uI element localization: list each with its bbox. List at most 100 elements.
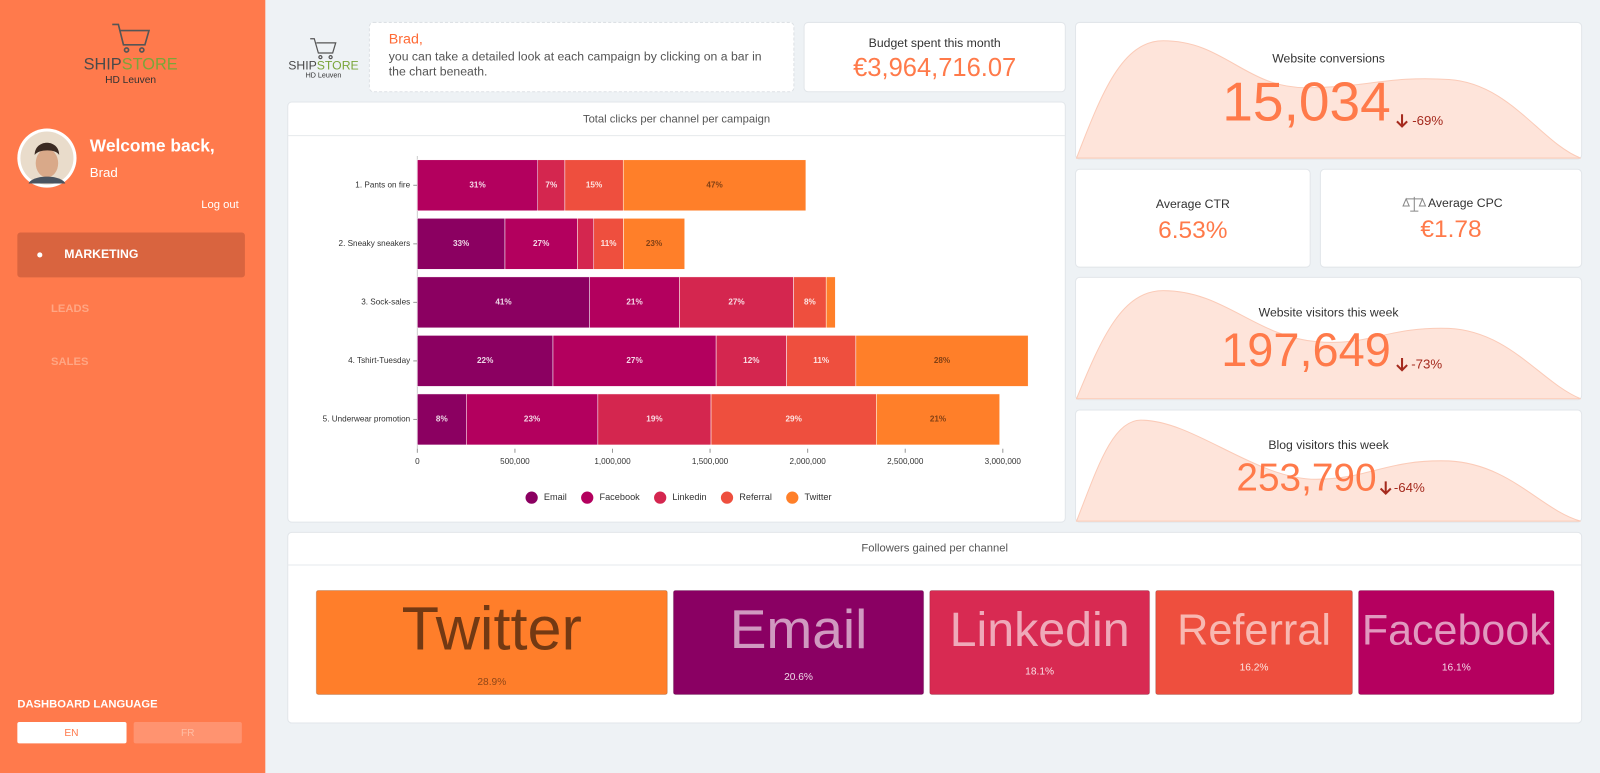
logo-part: STORE <box>317 59 359 73</box>
bar-segment <box>597 393 712 446</box>
treemap-name: Twitter <box>402 594 582 662</box>
chart-title: Total clicks per channel per campaign <box>583 113 770 125</box>
bar-segment <box>593 218 624 270</box>
kpi-delta: -73% <box>1411 357 1442 372</box>
kpi-value: 197,649 <box>1221 324 1391 376</box>
legend-label: Facebook <box>599 492 640 502</box>
chart-title: Followers gained per channel <box>861 543 1008 555</box>
legend-label: Referral <box>739 492 772 502</box>
language-button[interactable] <box>17 722 127 744</box>
treemap-value: 16.2% <box>1240 663 1269 674</box>
treemap-value: 28.9% <box>477 677 506 688</box>
x-tick-label: 2,500,000 <box>887 457 924 466</box>
treemap-name: Linkedin <box>950 603 1130 657</box>
x-tick-label: 500,000 <box>500 457 530 466</box>
sparkline-area <box>1075 419 1581 522</box>
logo-location: HD Leuven <box>105 75 156 86</box>
menu-item[interactable]: LEADS <box>51 303 90 315</box>
logo-part: SHIP <box>288 59 317 73</box>
treemap-name: Email <box>730 598 868 660</box>
logo-text: SHIPSTORE <box>84 56 178 74</box>
legend-label: Twitter <box>805 492 832 502</box>
bar-segment <box>537 159 566 212</box>
logo-part: SHIP <box>84 56 122 74</box>
legend-swatch <box>581 491 594 504</box>
message-name: Brad, <box>389 32 423 48</box>
menu-bullet <box>37 252 43 258</box>
x-tick-label: 3,000,000 <box>985 457 1022 466</box>
bar-segment <box>622 159 807 212</box>
bar-segment <box>715 335 787 387</box>
bar-label: 47% <box>706 180 723 189</box>
bar-segment <box>876 393 1000 446</box>
down-arrow <box>1396 114 1408 128</box>
message-line: you can take a detailed look at each cam… <box>389 49 762 63</box>
bar-label: 29% <box>786 415 803 424</box>
menu-item[interactable]: MARKETING <box>64 247 138 261</box>
kpi-title: Blog visitors this week <box>1268 438 1389 452</box>
menu-item[interactable]: SALES <box>51 356 89 368</box>
bar-label: 27% <box>626 356 643 365</box>
menu-active[interactable] <box>17 232 245 278</box>
bar-label: 19% <box>646 415 663 424</box>
bar-label: 23% <box>646 239 663 248</box>
language-label[interactable]: EN <box>64 728 78 739</box>
treemap-value: 18.1% <box>1025 667 1054 678</box>
bar-segment <box>710 393 877 446</box>
avatar <box>17 128 77 188</box>
message-line: the chart beneath. <box>389 65 488 79</box>
bar-segment <box>564 159 624 212</box>
sparkline-area <box>1075 290 1581 400</box>
bar-label: 33% <box>453 239 470 248</box>
bar-segment <box>679 276 794 329</box>
cart-icon <box>310 38 337 60</box>
bar-segment <box>623 218 685 270</box>
kpi-value: 6.53% <box>1158 217 1227 244</box>
kpi-title: Website visitors this week <box>1259 305 1400 319</box>
treemap-name: Referral <box>1177 607 1331 655</box>
logo-location: HD Leuven <box>306 71 342 79</box>
bar-segment <box>417 159 539 212</box>
y-tick-label: 5. Underwear promotion <box>323 415 411 424</box>
bar-label: 27% <box>533 239 550 248</box>
kpi-title: Website conversions <box>1272 51 1385 65</box>
logout-link[interactable]: Log out <box>201 199 239 211</box>
legend-label: Linkedin <box>672 492 706 502</box>
bar-label: 7% <box>545 180 558 189</box>
bar-label: 41% <box>495 298 512 307</box>
sparkline-area <box>1075 40 1581 159</box>
bar-segment <box>504 218 578 270</box>
language-button[interactable] <box>133 722 242 744</box>
bar-segment <box>417 276 590 329</box>
kpi-value: €1.78 <box>1420 216 1481 243</box>
language-label[interactable]: FR <box>181 728 195 739</box>
bar-segment <box>855 335 1029 387</box>
legend-label: Email <box>544 492 567 502</box>
scale-icon <box>1402 196 1427 212</box>
y-tick-label: 3. Sock-sales <box>361 298 410 307</box>
kpi-delta: -69% <box>1412 113 1443 128</box>
x-tick-label: 1,500,000 <box>692 457 729 466</box>
logo-part: STORE <box>122 56 178 74</box>
legend-swatch <box>525 491 538 504</box>
kpi-title: Budget spent this month <box>869 36 1001 50</box>
language-title: DASHBOARD LANGUAGE <box>17 699 158 711</box>
bar-segment <box>786 335 857 387</box>
logo-text: SHIPSTORE <box>288 59 359 73</box>
x-tick-label: 2,000,000 <box>789 457 826 466</box>
kpi-delta: -64% <box>1394 480 1425 495</box>
legend-swatch <box>654 491 667 504</box>
bar-segment <box>793 276 827 329</box>
legend-swatch <box>720 491 734 504</box>
greeting: Welcome back, <box>90 135 215 155</box>
bar-segment <box>589 276 680 329</box>
kpi-title: Average CPC <box>1428 196 1503 210</box>
bar-label: 27% <box>728 298 745 307</box>
treemap-name: Facebook <box>1362 607 1551 655</box>
bar-label: 15% <box>586 180 603 189</box>
kpi-card <box>1319 168 1583 268</box>
treemap-cell <box>1358 589 1555 695</box>
bar-label: 11% <box>601 239 618 248</box>
